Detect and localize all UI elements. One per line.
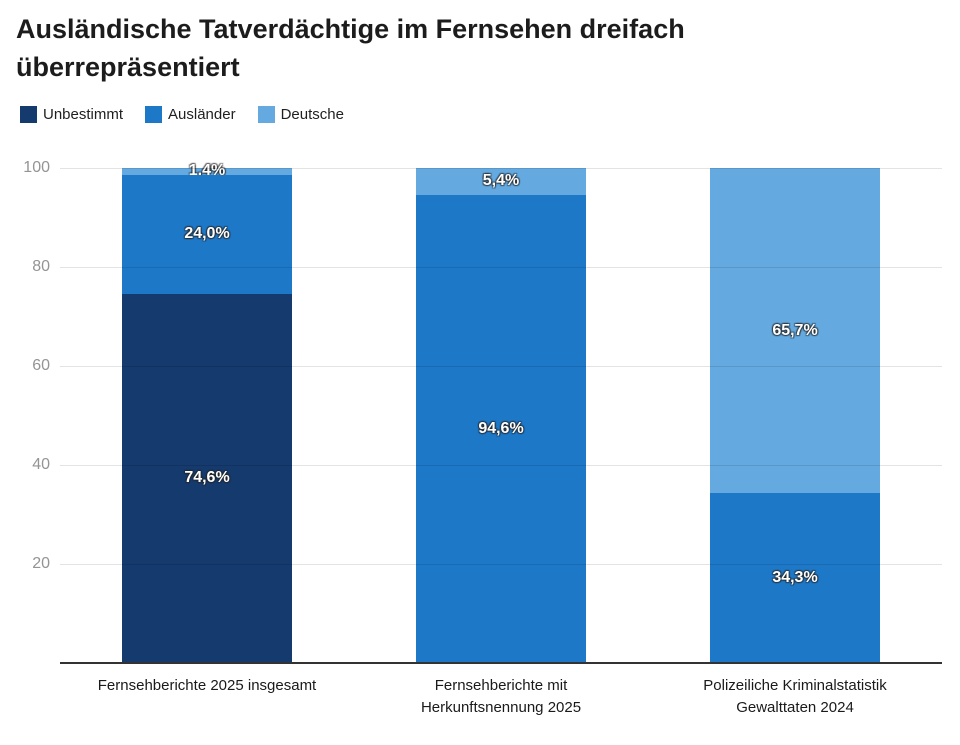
segment-value-label: 94,6% xyxy=(478,419,524,437)
bar-segment-ausländer: 24,0% xyxy=(122,174,292,294)
x-axis-line xyxy=(60,662,942,664)
legend-label-auslaender: Ausländer xyxy=(168,106,236,123)
bar-1: 1,4% 24,0% 74,6% xyxy=(122,162,292,663)
bar-segment-unbestimmt: 74,6% xyxy=(122,293,292,663)
chart-title: Ausländische Tatverdächtige im Fernsehen… xyxy=(16,14,685,82)
y-tick-label-80: 80 xyxy=(32,258,50,275)
legend-item-auslaender: Ausländer xyxy=(145,106,236,123)
y-tick-label-60: 60 xyxy=(32,357,50,374)
segment-value-label: 74,6% xyxy=(184,469,230,487)
gridline-80 xyxy=(60,267,942,268)
legend-label-unbestimmt: Unbestimmt xyxy=(43,106,124,123)
bar-segment-ausländer: 34,3% xyxy=(710,493,880,663)
bar-3: 65,7% 34,3% xyxy=(710,168,880,663)
gridline-100 xyxy=(60,168,942,169)
y-tick-label-40: 40 xyxy=(32,456,50,473)
segment-value-label: 65,7% xyxy=(772,321,818,339)
segment-value-label: 34,3% xyxy=(772,569,818,587)
y-tick-label-20: 20 xyxy=(32,555,50,572)
bar-segment-deutsche: 5,4% xyxy=(416,168,586,195)
bar-2: 5,4% 94,6% xyxy=(416,168,586,663)
bar-segment-deutsche: 1,4% xyxy=(122,162,292,179)
x-category-label-2: Fernsehberichte mit Herkunftsnennung 202… xyxy=(420,677,582,716)
segment-value-label: 5,4% xyxy=(482,172,520,190)
bar-segment-deutsche: 65,7% xyxy=(710,168,880,494)
plot-area: 1,4% 24,0% 74,6% 5,4% 94,6% 65,7% 34,3% xyxy=(60,162,942,664)
bar-segment-ausländer: 94,6% xyxy=(416,194,586,663)
legend-swatch-deutsche xyxy=(257,106,275,123)
x-category-label-1: Fernsehberichte 2025 insgesamt xyxy=(97,677,317,694)
segment-value-label: 24,0% xyxy=(184,225,230,243)
legend-item-deutsche: Deutsche xyxy=(257,106,344,123)
x-category-label-3: Polizeiliche Kriminalstatistik Gewalttat… xyxy=(703,677,887,716)
legend-item-unbestimmt: Unbestimmt xyxy=(20,106,123,123)
gridline-40 xyxy=(60,465,942,466)
gridline-20 xyxy=(60,564,942,565)
legend: Unbestimmt Ausländer Deutsche xyxy=(20,106,366,123)
legend-swatch-auslaender xyxy=(145,106,163,123)
y-tick-label-100: 100 xyxy=(23,159,50,176)
gridline-60 xyxy=(60,366,942,367)
legend-swatch-unbestimmt xyxy=(20,106,37,123)
legend-label-deutsche: Deutsche xyxy=(280,106,344,123)
